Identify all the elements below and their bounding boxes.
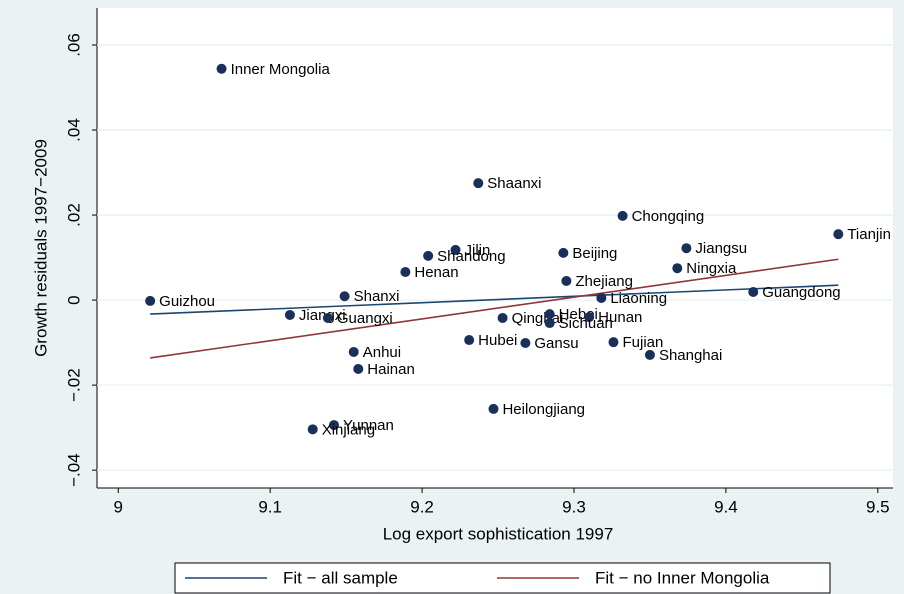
point <box>328 420 339 431</box>
legend-label: Fit − all sample <box>283 568 398 587</box>
point-label: Shandong <box>437 248 505 265</box>
y-tick-label: .02 <box>64 203 83 227</box>
point-label: Jiangxi <box>299 307 346 324</box>
point-label: Gansu <box>534 335 578 352</box>
x-tick-label: 9.5 <box>866 497 890 516</box>
point-label: Guangxi <box>337 310 393 327</box>
point-label: Guangdong <box>762 284 840 301</box>
point <box>608 337 619 348</box>
point <box>473 178 484 189</box>
point <box>216 63 227 74</box>
point-label: Henan <box>414 264 458 281</box>
x-tick-label: 9.4 <box>714 497 738 516</box>
point-label: Xinjiang <box>322 421 375 438</box>
y-axis-label: Growth residuals 1997−2009 <box>31 139 50 357</box>
y-tick-label: 0 <box>64 295 83 304</box>
fit-line <box>150 284 839 315</box>
point-label: Sichuan <box>559 315 613 332</box>
y-tick-label: .06 <box>64 33 83 57</box>
point-label: Hubei <box>478 332 517 349</box>
point-label: Jiangsu <box>695 240 747 257</box>
point <box>748 287 759 298</box>
point <box>464 335 475 346</box>
point-label: Chongqing <box>632 208 705 225</box>
point <box>617 210 628 221</box>
point-label: Yunnan <box>343 417 394 434</box>
point-label: Shaanxi <box>487 175 541 192</box>
point <box>353 363 364 374</box>
point <box>584 312 595 323</box>
point <box>322 312 333 323</box>
fit-line <box>150 258 839 359</box>
point-label: Hunan <box>598 309 642 326</box>
point <box>833 229 844 240</box>
point-label: Shanghai <box>659 347 722 364</box>
point <box>644 349 655 360</box>
y-tick-label: −.02 <box>64 368 83 402</box>
x-tick-label: 9.2 <box>410 497 434 516</box>
point <box>681 243 692 254</box>
point <box>561 275 572 286</box>
x-tick-label: 9.1 <box>258 497 282 516</box>
point-label: Tianjin <box>847 226 891 243</box>
point <box>544 309 555 320</box>
point <box>339 291 350 302</box>
point <box>145 295 156 306</box>
point <box>400 267 411 278</box>
x-tick-label: 9 <box>114 497 123 516</box>
point-label: Heilongjiang <box>502 401 585 418</box>
point <box>423 250 434 261</box>
point-label: Fujian <box>622 334 663 351</box>
point-label: Qinghai <box>512 310 564 327</box>
legend-label: Fit − no Inner Mongolia <box>595 568 770 587</box>
point <box>672 263 683 274</box>
y-tick-label: −.04 <box>64 453 83 487</box>
point <box>558 247 569 258</box>
y-tick-label: .04 <box>64 118 83 142</box>
point <box>544 318 555 329</box>
point <box>497 312 508 323</box>
point <box>284 309 295 320</box>
point-label: Jilin <box>465 242 491 259</box>
x-tick-label: 9.3 <box>562 497 586 516</box>
point-label: Zhejiang <box>575 273 633 290</box>
point <box>488 403 499 414</box>
point <box>307 424 318 435</box>
point <box>596 292 607 303</box>
point-label: Shanxi <box>354 288 400 305</box>
point-label: Guizhou <box>159 293 215 310</box>
point <box>348 346 359 357</box>
point-label: Inner Mongolia <box>231 61 331 78</box>
point <box>450 244 461 255</box>
point <box>520 338 531 349</box>
point-label: Liaoning <box>610 290 667 307</box>
x-axis-label: Log export sophistication 1997 <box>383 524 614 543</box>
point-label: Hainan <box>367 361 415 378</box>
point-label: Anhui <box>363 344 401 361</box>
point-label: Beijing <box>572 245 617 262</box>
point-label: Ningxia <box>686 260 737 277</box>
